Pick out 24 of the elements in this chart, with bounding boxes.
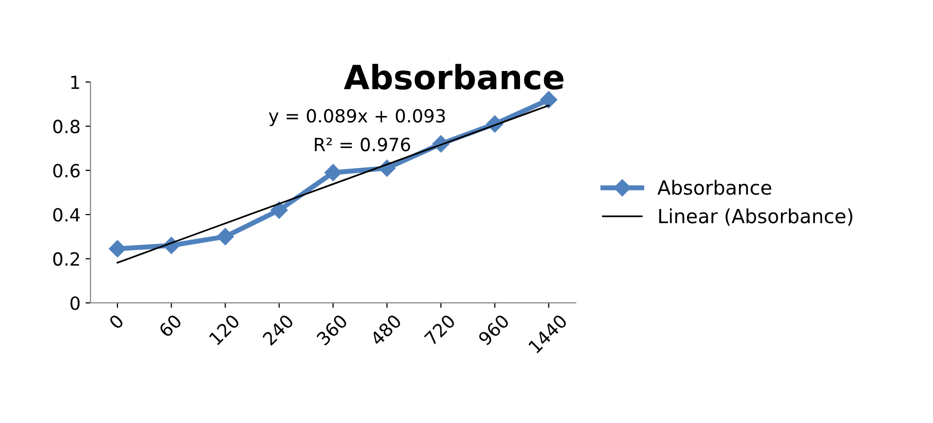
y-tick-label: 0.2 bbox=[53, 252, 79, 266]
x-tick-label: 0 bbox=[108, 314, 124, 330]
point bbox=[216, 228, 234, 246]
point bbox=[324, 164, 342, 182]
y-tick-label: 0.4 bbox=[53, 208, 80, 222]
chart-title: Absorbance bbox=[344, 64, 564, 90]
x-tick-label: 960 bbox=[477, 314, 510, 346]
y-tick-label: 0.6 bbox=[53, 164, 80, 178]
y-tick-label: 0.8 bbox=[53, 120, 80, 134]
legend-label: Linear (Absorbance) bbox=[659, 208, 852, 226]
x-tick-label: 720 bbox=[424, 314, 456, 346]
point bbox=[270, 202, 288, 219]
x-tick-label: 120 bbox=[208, 314, 240, 346]
point bbox=[540, 91, 558, 108]
x-tick-label: 480 bbox=[369, 314, 402, 346]
y-tick-label: 0 bbox=[70, 296, 80, 310]
point bbox=[108, 240, 126, 258]
x-tick-label: 360 bbox=[316, 314, 348, 346]
y-tick-label: 1 bbox=[71, 76, 80, 89]
annotation: R² = 0.976 bbox=[314, 138, 410, 152]
legend-label: Absorbance bbox=[657, 180, 772, 195]
x-tick-label: 60 bbox=[158, 314, 182, 338]
x-tick-label: 240 bbox=[262, 314, 294, 346]
annotation: y = 0.089x + 0.093 bbox=[268, 108, 445, 126]
